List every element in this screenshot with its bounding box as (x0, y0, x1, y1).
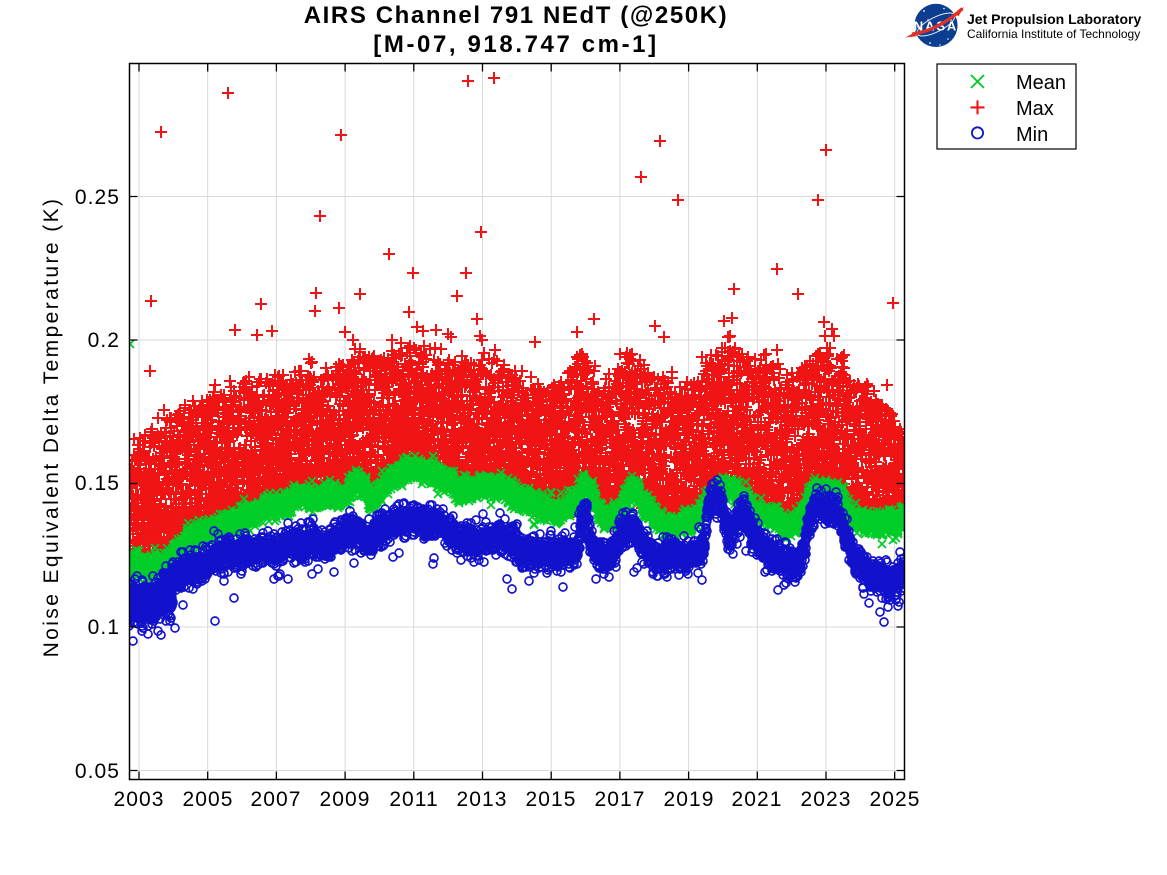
svg-text:2017: 2017 (595, 788, 646, 811)
svg-text:2007: 2007 (251, 788, 302, 811)
svg-text:2005: 2005 (183, 788, 234, 811)
svg-text:Min: Min (1016, 124, 1048, 146)
svg-text:0.2: 0.2 (88, 329, 120, 352)
svg-text:Noise Equivalent Delta Tempera: Noise Equivalent Delta Temperature (K) (40, 197, 63, 658)
svg-text:California Institute of Techno: California Institute of Technology (967, 27, 1140, 41)
svg-text:0.15: 0.15 (75, 472, 120, 495)
svg-text:Mean: Mean (1016, 72, 1066, 94)
svg-text:2011: 2011 (389, 788, 438, 811)
svg-text:[M-07, 918.747 cm-1]: [M-07, 918.747 cm-1] (373, 31, 658, 58)
svg-text:Max: Max (1016, 98, 1054, 120)
svg-text:Jet Propulsion Laboratory: Jet Propulsion Laboratory (967, 11, 1141, 27)
svg-text:2015: 2015 (526, 788, 577, 811)
svg-text:2013: 2013 (457, 788, 508, 811)
svg-text:2021: 2021 (732, 788, 783, 811)
svg-text:2025: 2025 (870, 788, 921, 811)
svg-text:0.25: 0.25 (75, 186, 120, 209)
svg-text:2003: 2003 (114, 788, 165, 811)
svg-text:0.1: 0.1 (88, 616, 120, 639)
svg-text:2019: 2019 (664, 788, 715, 811)
svg-text:AIRS Channel 791 NEdT (@250K): AIRS Channel 791 NEdT (@250K) (304, 2, 729, 29)
svg-text:0.05: 0.05 (75, 760, 120, 783)
svg-text:2009: 2009 (320, 788, 371, 811)
svg-text:2023: 2023 (801, 788, 852, 811)
